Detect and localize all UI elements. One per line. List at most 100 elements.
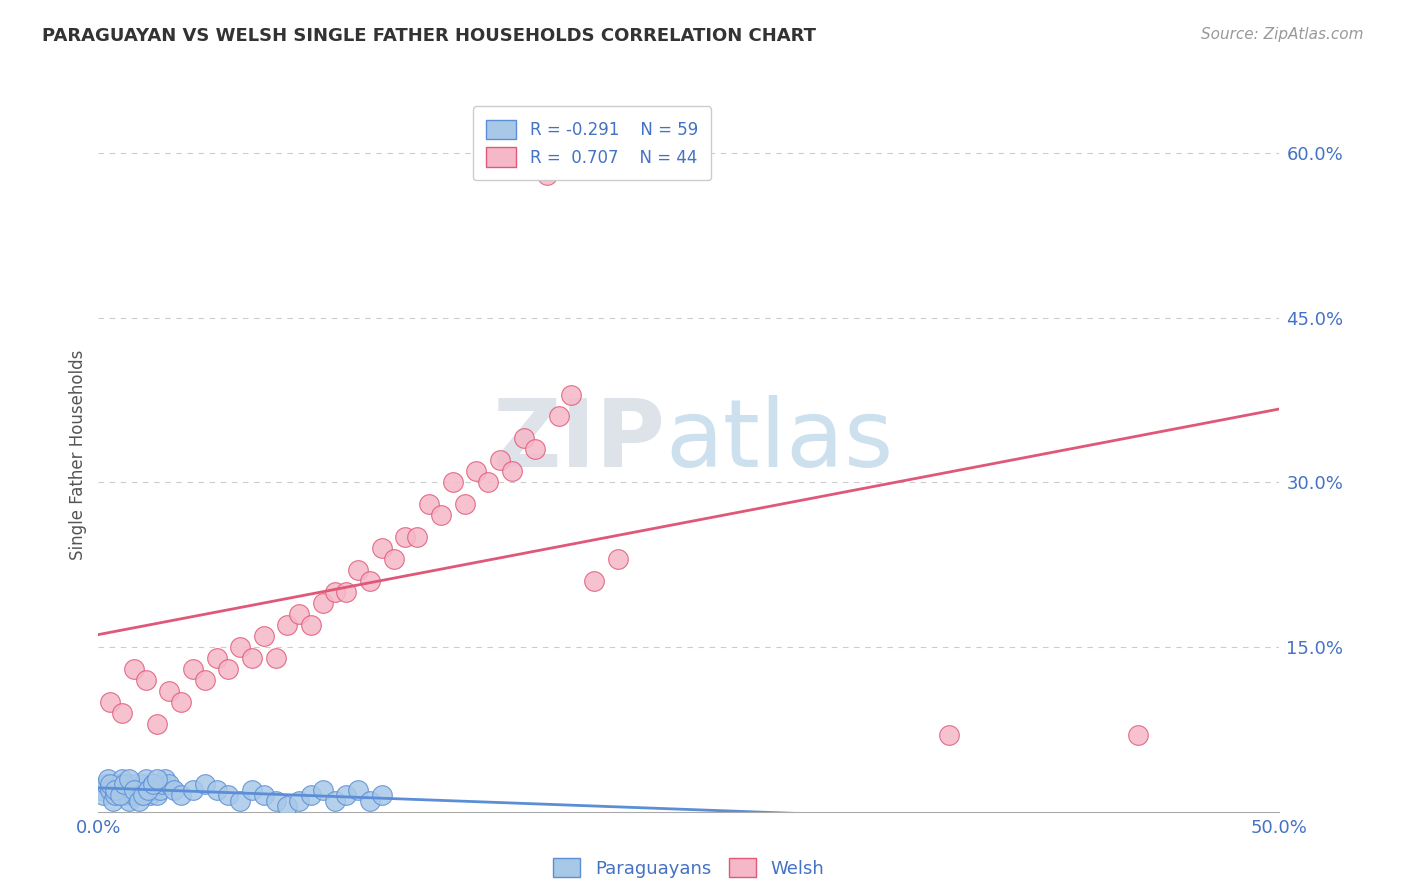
Point xyxy=(418,497,440,511)
Point xyxy=(139,789,162,803)
Point xyxy=(938,728,960,742)
Point xyxy=(560,387,582,401)
Point xyxy=(382,552,405,566)
Point xyxy=(1126,728,1149,742)
Point xyxy=(128,794,150,808)
Point xyxy=(359,794,381,808)
Point xyxy=(142,777,165,791)
Point xyxy=(90,782,112,797)
Point xyxy=(97,772,120,786)
Point xyxy=(194,777,217,791)
Legend: Paraguayans, Welsh: Paraguayans, Welsh xyxy=(546,851,832,885)
Point xyxy=(128,782,150,797)
Point xyxy=(112,777,135,791)
Point xyxy=(91,789,114,803)
Point xyxy=(453,497,475,511)
Text: PARAGUAYAN VS WELSH SINGLE FATHER HOUSEHOLDS CORRELATION CHART: PARAGUAYAN VS WELSH SINGLE FATHER HOUSEH… xyxy=(42,27,815,45)
Point xyxy=(229,640,252,654)
Point xyxy=(98,695,121,709)
Point xyxy=(170,789,193,803)
Point xyxy=(163,782,186,797)
Point xyxy=(312,782,335,797)
Point xyxy=(181,782,204,797)
Point xyxy=(465,464,488,478)
Point xyxy=(264,794,287,808)
Point xyxy=(108,777,131,791)
Point xyxy=(276,799,298,814)
Point xyxy=(150,777,173,791)
Point xyxy=(335,789,357,803)
Point xyxy=(104,782,127,797)
Point xyxy=(371,541,394,556)
Point xyxy=(253,629,276,643)
Point xyxy=(299,789,322,803)
Point xyxy=(98,777,121,791)
Point xyxy=(276,618,298,632)
Point xyxy=(136,782,159,797)
Point xyxy=(149,782,172,797)
Point xyxy=(536,168,558,182)
Point xyxy=(111,706,134,720)
Point xyxy=(108,789,131,803)
Point xyxy=(104,789,127,803)
Point xyxy=(146,789,169,803)
Point xyxy=(477,475,499,490)
Point xyxy=(146,772,169,786)
Point xyxy=(229,794,252,808)
Point xyxy=(194,673,217,687)
Point xyxy=(288,794,311,808)
Point xyxy=(406,530,429,544)
Point xyxy=(115,789,138,803)
Point xyxy=(118,794,141,808)
Point xyxy=(240,651,263,665)
Point xyxy=(143,782,166,797)
Y-axis label: Single Father Households: Single Father Households xyxy=(69,350,87,560)
Point xyxy=(181,662,204,676)
Point xyxy=(132,777,155,791)
Point xyxy=(512,432,534,446)
Point xyxy=(122,662,145,676)
Point xyxy=(288,607,311,621)
Point xyxy=(335,585,357,599)
Point xyxy=(157,684,180,698)
Point xyxy=(142,777,165,791)
Point xyxy=(136,782,159,797)
Point xyxy=(441,475,464,490)
Point xyxy=(299,618,322,632)
Point xyxy=(548,409,571,424)
Point xyxy=(524,442,547,457)
Text: atlas: atlas xyxy=(665,394,894,487)
Point xyxy=(157,777,180,791)
Point xyxy=(132,789,155,803)
Point xyxy=(347,782,370,797)
Point xyxy=(135,673,157,687)
Point xyxy=(323,585,346,599)
Point xyxy=(122,782,145,797)
Point xyxy=(359,574,381,589)
Point xyxy=(112,782,135,797)
Point xyxy=(371,789,394,803)
Point xyxy=(312,596,335,610)
Text: Source: ZipAtlas.com: Source: ZipAtlas.com xyxy=(1201,27,1364,42)
Point xyxy=(347,563,370,577)
Point xyxy=(253,789,276,803)
Point xyxy=(118,772,141,786)
Point xyxy=(264,651,287,665)
Point xyxy=(101,794,124,808)
Point xyxy=(240,782,263,797)
Point xyxy=(111,772,134,786)
Point xyxy=(205,651,228,665)
Point xyxy=(129,789,152,803)
Point xyxy=(122,789,145,803)
Point xyxy=(125,777,148,791)
Point xyxy=(323,794,346,808)
Point xyxy=(217,789,239,803)
Point xyxy=(98,782,121,797)
Point xyxy=(430,508,453,523)
Point xyxy=(394,530,416,544)
Text: ZIP: ZIP xyxy=(492,394,665,487)
Point xyxy=(105,782,128,797)
Point xyxy=(146,717,169,731)
Point xyxy=(170,695,193,709)
Point xyxy=(217,662,239,676)
